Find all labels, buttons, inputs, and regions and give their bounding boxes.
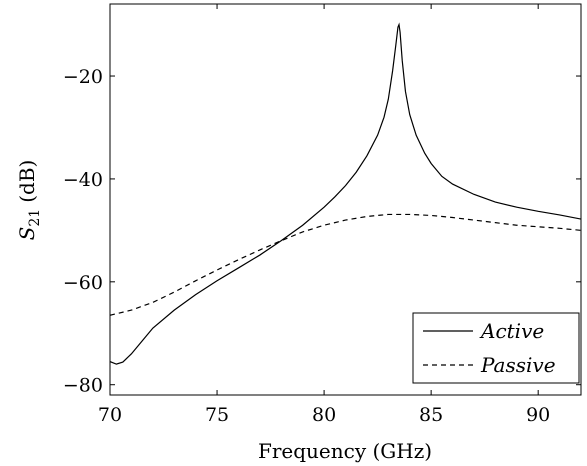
x-tick-label: 90 xyxy=(526,404,550,426)
axis-ticks: 70 75 80 85 90 −80 −60 −40 −20 xyxy=(63,4,581,426)
y-axis-label: S21 (dB) xyxy=(15,160,43,241)
legend-box xyxy=(412,312,580,384)
y-tick-label: −20 xyxy=(63,66,103,88)
y-tick-label: −60 xyxy=(63,272,103,294)
x-axis-label: Frequency (GHz) xyxy=(258,439,432,463)
legend: Active Passive xyxy=(412,312,580,384)
y-tick-label: −40 xyxy=(63,169,103,191)
plot-content xyxy=(110,22,581,365)
y-axis-label-symbol: S xyxy=(15,227,39,241)
x-tick-label: 85 xyxy=(419,404,443,426)
series-line-passive xyxy=(110,213,581,316)
x-tick-label: 80 xyxy=(312,404,336,426)
y-axis-label-unit: (dB) xyxy=(15,160,39,203)
legend-label-active: Active xyxy=(479,319,544,343)
plot-frame xyxy=(109,3,582,396)
y-tick-label: −80 xyxy=(63,375,103,397)
x-tick-label: 75 xyxy=(205,404,229,426)
legend-label-passive: Passive xyxy=(480,353,556,377)
series-line-active xyxy=(110,22,581,365)
x-tick-label: 70 xyxy=(98,404,122,426)
y-axis-label-subscript: 21 xyxy=(27,209,43,227)
